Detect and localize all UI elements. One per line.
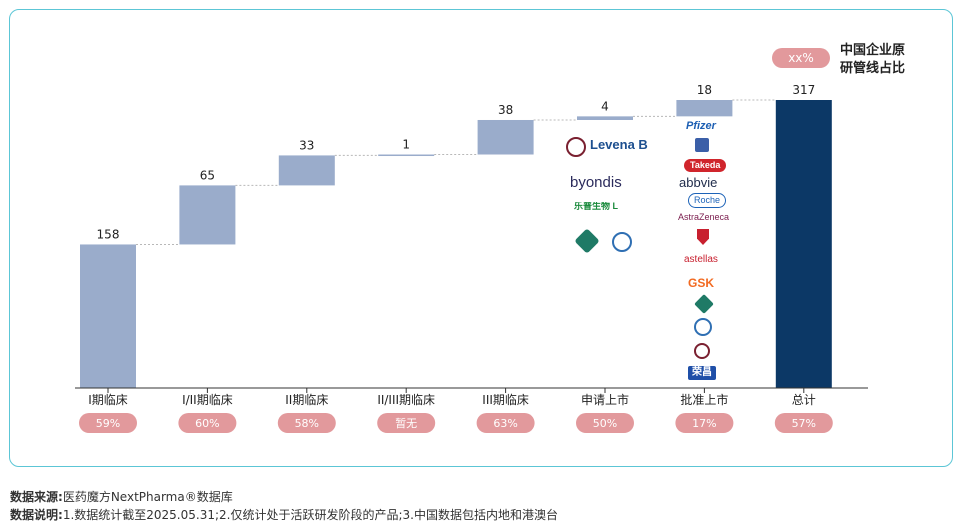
logo-gilead-icon <box>697 229 709 245</box>
legend-text-line1: 中国企业原 <box>840 42 905 58</box>
percent-label-7: 57% <box>792 417 816 430</box>
footer-source-label: 数据来源: <box>10 490 63 504</box>
percent-badge-4 <box>476 413 535 433</box>
legend-text-line2: 研管线占比 <box>840 60 905 76</box>
value-label-7: 317 <box>792 83 815 97</box>
value-label-2: 33 <box>299 138 314 152</box>
value-labels: 158 65 33 1 38 4 18 317 <box>97 83 816 241</box>
logo-takeda: Takeda <box>684 159 727 172</box>
percent-label-2: 58% <box>295 417 319 430</box>
bar-4 <box>477 119 534 155</box>
legend-badge-text: xx% <box>788 51 814 65</box>
percent-label-6: 17% <box>692 417 716 430</box>
category-label-4: III期临床 <box>482 393 529 407</box>
percent-badge-3 <box>377 413 436 433</box>
category-label-3: II/III期临床 <box>377 393 435 407</box>
legend-badge <box>772 48 830 68</box>
bar-2 <box>278 155 335 186</box>
bars <box>80 100 832 388</box>
logo-gsk: GSK <box>688 276 715 290</box>
logo-astellas: astellas <box>684 254 718 265</box>
value-label-1: 65 <box>200 168 215 182</box>
bar-0 <box>80 244 136 388</box>
bar-7 <box>775 100 832 388</box>
percent-badge-5 <box>576 413 634 433</box>
value-label-6: 18 <box>697 83 712 97</box>
percent-badge-6 <box>675 413 734 433</box>
bar-1 <box>179 185 236 245</box>
logo-pfizer: Pfizer <box>686 120 716 132</box>
percent-label-3: 暂无 <box>395 417 417 430</box>
bar-6 <box>676 100 733 117</box>
connector-lines <box>136 99 776 245</box>
percent-badge-1 <box>178 413 237 433</box>
category-label-2: II期临床 <box>285 393 328 407</box>
bar-5 <box>577 116 633 120</box>
value-label-0: 158 <box>97 227 120 241</box>
percent-badge-2 <box>277 413 336 433</box>
logo-daiichi-sankyo <box>612 232 632 252</box>
category-label-5: 申请上市 <box>581 392 629 407</box>
logo-daiichi-sankyo-2 <box>694 318 712 336</box>
percent-label-0: 59% <box>96 417 120 430</box>
logo-lepu-biotech: 乐普生物 LEPU BIOTECH <box>574 202 618 211</box>
logo-seal-icon <box>566 137 586 157</box>
percent-badges: 59% 60% 58% 暂无 63% 50% 17% 57% <box>79 413 833 433</box>
category-labels: I期临床 I/II期临床 II期临床 II/III期临床 III期临床 申请上市 批准上市 总… <box>88 392 816 407</box>
footer-note-label: 数据说明: <box>10 508 63 522</box>
category-label-1: I/II期临床 <box>182 393 233 407</box>
percent-label-4: 63% <box>493 417 517 430</box>
percent-badge-7 <box>774 413 833 433</box>
logo-seal-icon-2 <box>694 343 710 359</box>
logo-byondis: byondis <box>570 174 622 191</box>
logo-abbvie: abbvie <box>679 175 718 190</box>
value-label-3: 1 <box>402 138 410 152</box>
value-label-5: 4 <box>601 99 609 113</box>
percent-badge-0 <box>79 413 137 433</box>
footer-source: 数据来源:医药魔方NextPharma®数据库 <box>10 488 233 505</box>
percent-label-1: 60% <box>195 417 219 430</box>
logo-rongchang: 荣昌 <box>688 366 716 380</box>
category-label-7: 总计 <box>792 393 816 407</box>
bar-3 <box>378 154 435 157</box>
chart-frame <box>9 9 953 467</box>
logo-seagen <box>695 138 709 152</box>
percent-label-5: 50% <box>593 417 617 430</box>
logo-astrazeneca: AstraZeneca <box>678 212 730 222</box>
footer-note-text: 1.数据统计截至2025.05.31;2.仅统计处于活跃研发阶段的产品;3.中国… <box>62 508 558 522</box>
logo-levena: Levena Biopharma <box>590 138 648 151</box>
value-label-4: 38 <box>498 103 513 117</box>
logo-roche: Roche <box>688 193 727 208</box>
x-ticks <box>107 388 805 393</box>
category-label-6: 批准上市 <box>680 392 728 407</box>
footer-source-text: 医药魔方NextPharma®数据库 <box>62 490 233 504</box>
footer-note: 数据说明:1.数据统计截至2025.05.31;2.仅统计处于活跃研发阶段的产品… <box>10 506 558 523</box>
category-label-0: I期临床 <box>88 393 128 407</box>
